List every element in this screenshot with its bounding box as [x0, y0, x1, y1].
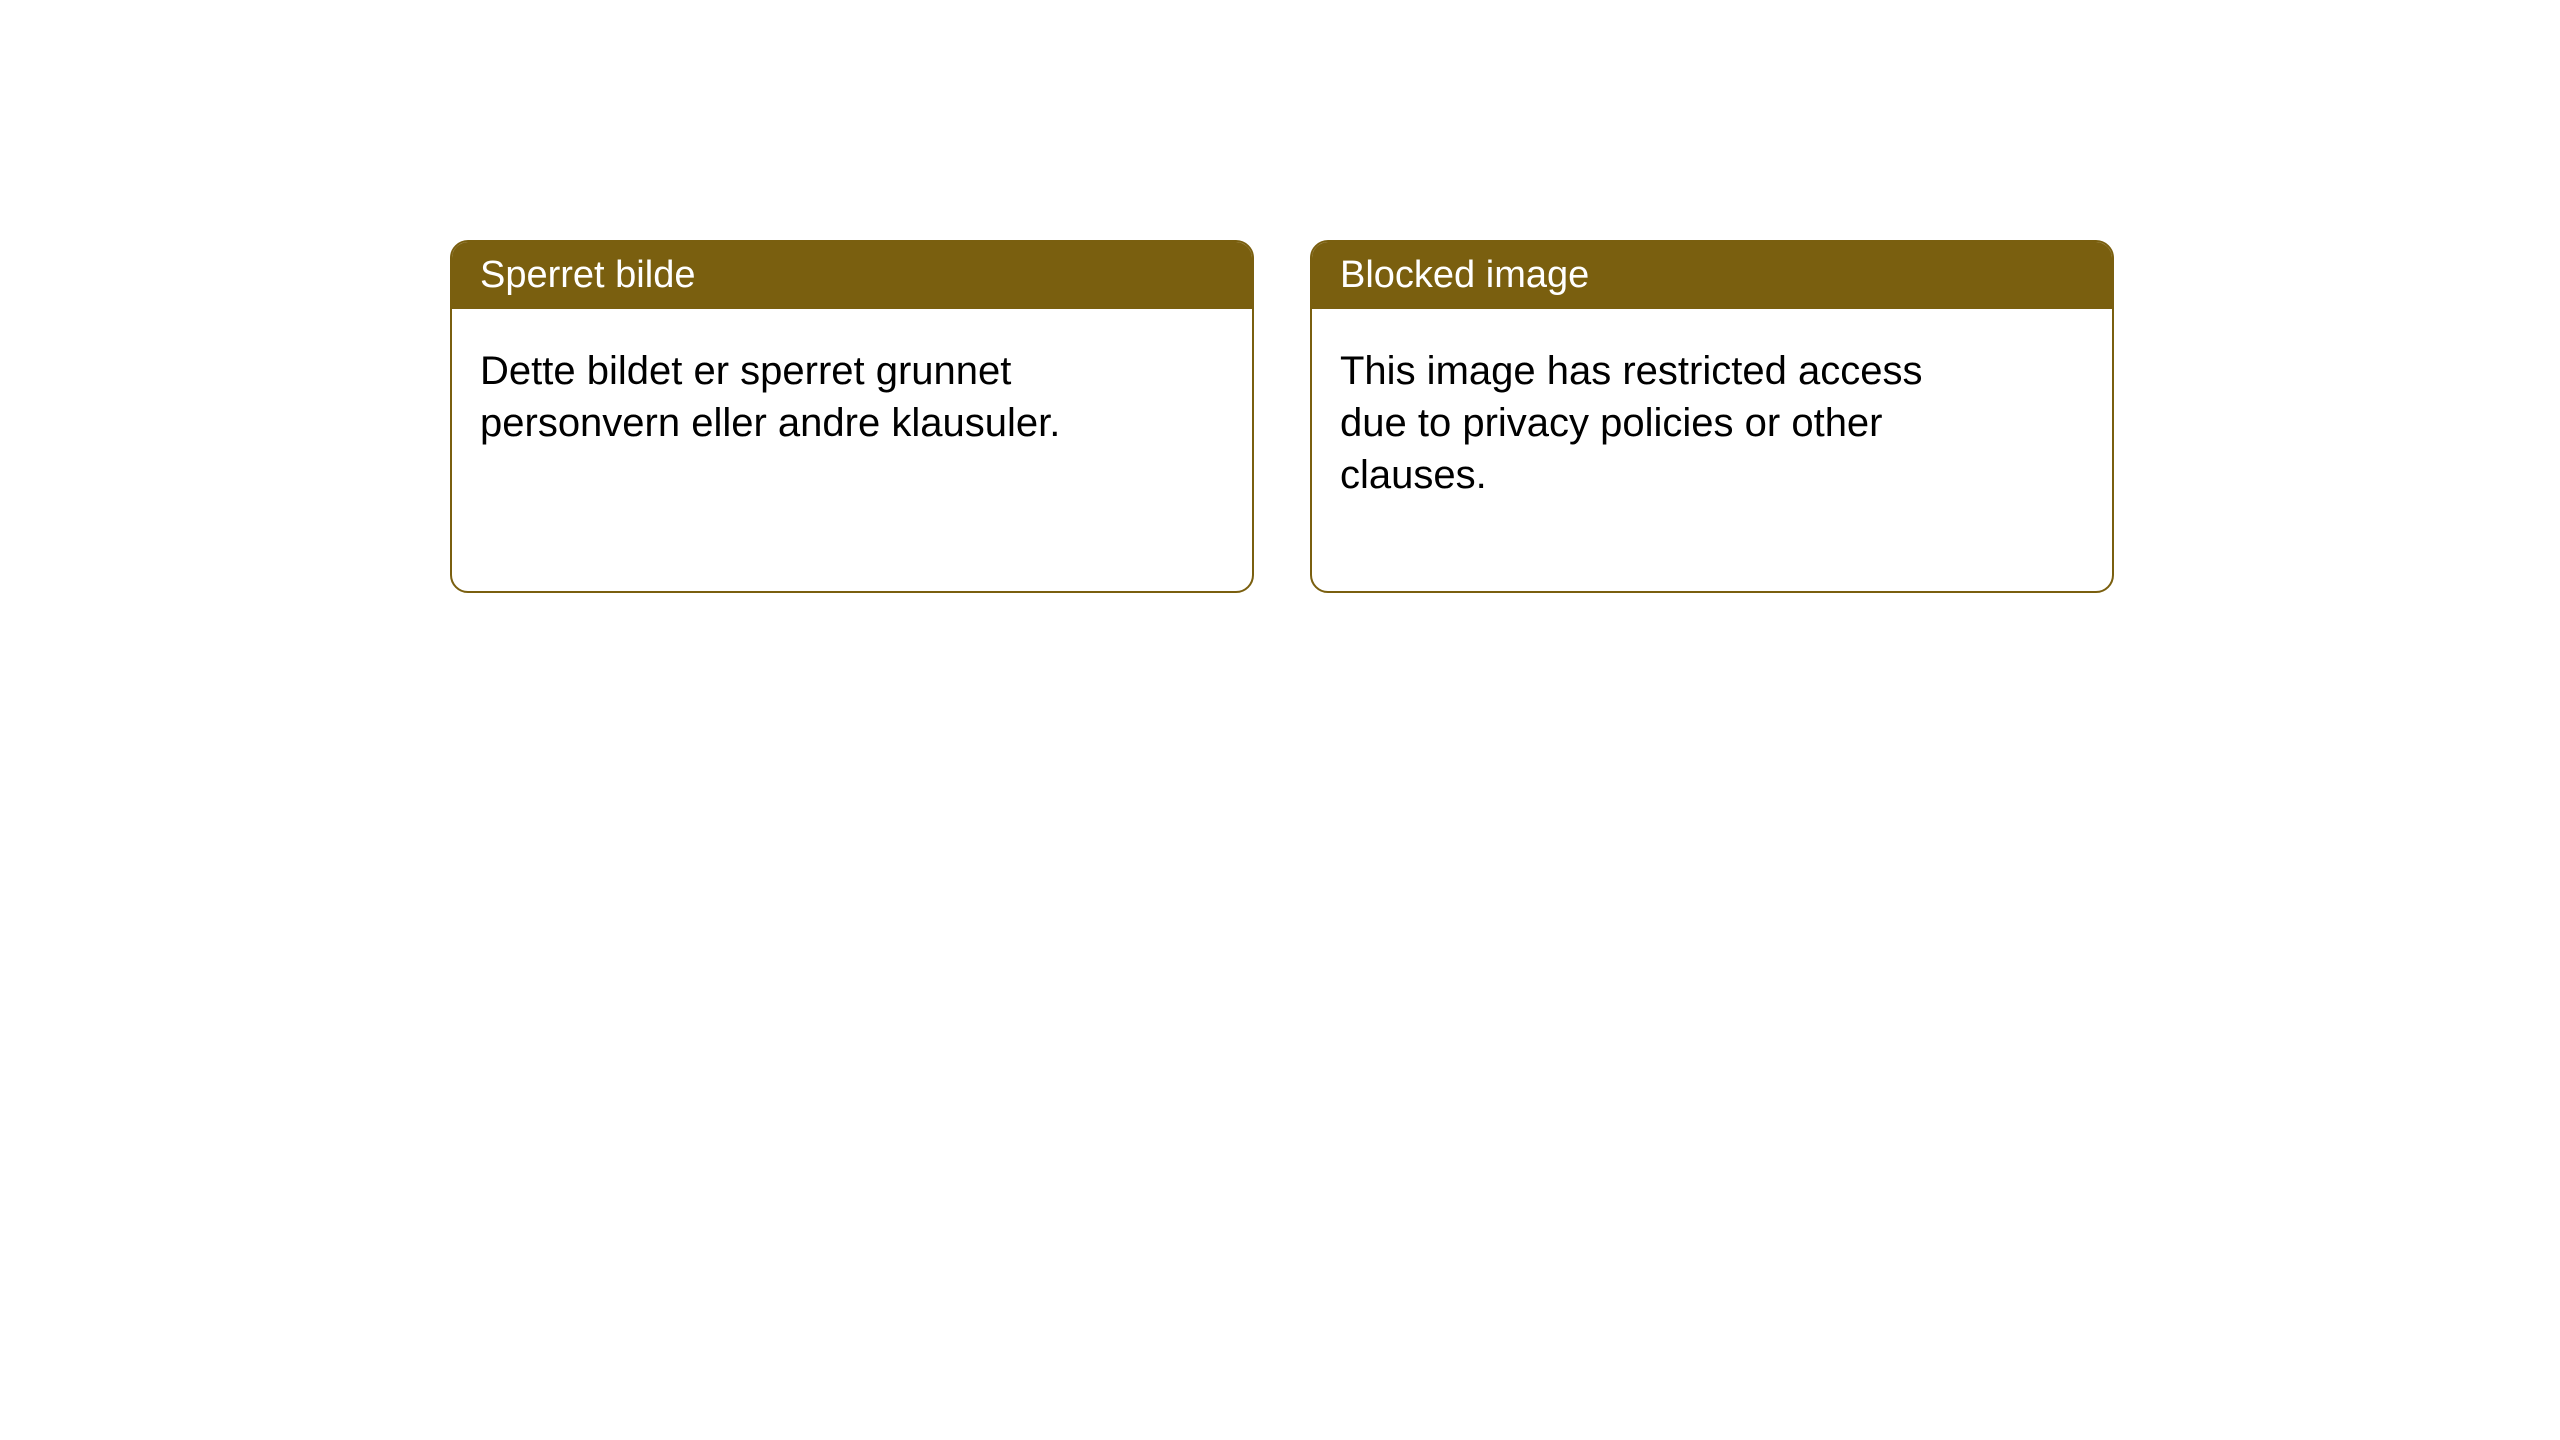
- notice-body: This image has restricted access due to …: [1312, 309, 2012, 591]
- notice-title: Blocked image: [1340, 254, 1589, 296]
- notice-title: Sperret bilde: [480, 254, 695, 296]
- notice-body-text: This image has restricted access due to …: [1340, 349, 1922, 497]
- notice-container: Sperret bilde Dette bildet er sperret gr…: [450, 240, 2114, 593]
- notice-body: Dette bildet er sperret grunnet personve…: [452, 309, 1152, 539]
- notice-header: Sperret bilde: [452, 242, 1252, 309]
- notice-body-text: Dette bildet er sperret grunnet personve…: [480, 349, 1060, 445]
- notice-card-norwegian: Sperret bilde Dette bildet er sperret gr…: [450, 240, 1254, 593]
- notice-header: Blocked image: [1312, 242, 2112, 309]
- notice-card-english: Blocked image This image has restricted …: [1310, 240, 2114, 593]
